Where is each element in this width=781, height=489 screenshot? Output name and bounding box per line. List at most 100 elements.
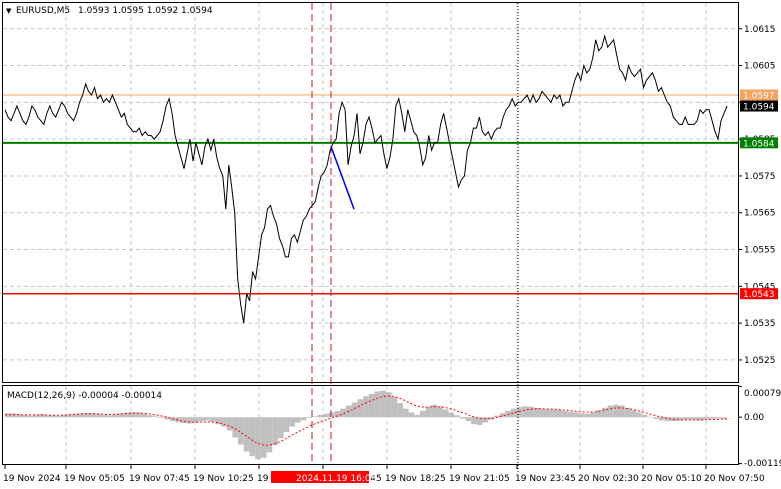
macd-bar (528, 406, 534, 418)
x-tick-label: 20 Nov 05:10 (641, 474, 702, 484)
price-line (4, 34, 728, 324)
macd-bar (317, 414, 324, 418)
macd-bar (516, 407, 523, 418)
macd-bar (590, 412, 597, 418)
macd-bar (459, 417, 466, 419)
macd-bar (550, 409, 557, 418)
macd-bar (306, 417, 312, 418)
macd-bar (368, 393, 375, 418)
macd-bar (687, 417, 693, 420)
macd-bar (135, 412, 142, 418)
macd-bar (641, 414, 648, 418)
macd-bar (698, 417, 705, 421)
macd-bar (67, 414, 74, 418)
macd-bar (113, 414, 119, 418)
macd-bar (664, 417, 671, 422)
macd-bar (255, 417, 261, 460)
price-axis: 1.06151.06051.05951.05851.05751.05651.05… (738, 25, 776, 366)
macd-bar (380, 390, 386, 418)
x-tick-label: 19 Nov 2024 (3, 474, 61, 484)
macd-bar (465, 417, 472, 422)
macd-bar (238, 417, 244, 445)
macd-bar (573, 412, 580, 418)
macd-bar (624, 407, 631, 418)
macd-bar (658, 417, 665, 421)
macd-bar (448, 412, 455, 418)
macd-bar (209, 417, 216, 422)
macd-histogram (5, 390, 727, 460)
x-tick-label: 20 Nov 02:30 (578, 474, 639, 484)
macd-bar (340, 408, 347, 418)
macd-bar (408, 412, 415, 418)
macd-bar (618, 405, 625, 418)
macd-bar (266, 417, 273, 453)
macd-bar (675, 417, 682, 421)
macd-bar (442, 409, 449, 418)
macd-bar (397, 403, 403, 418)
macd-bar (471, 417, 477, 425)
grid (3, 3, 738, 464)
macd-bar (596, 410, 602, 418)
macd-bar (39, 414, 45, 418)
current-price-badge: 1.0594 (740, 100, 778, 113)
macd-bar (294, 417, 301, 423)
macd-bar (493, 415, 500, 418)
y-tick-label: 1.0555 (744, 246, 776, 256)
macd-bar (556, 409, 563, 418)
dropdown-triangle-icon[interactable]: ▼ (6, 7, 12, 15)
macd-bar (141, 413, 148, 418)
y-tick-label: 1.0575 (744, 172, 776, 182)
y-tick-label: 1.0545 (744, 282, 776, 292)
macd-bar (73, 413, 79, 418)
macd-bar (226, 417, 233, 431)
macd-bar (437, 406, 443, 418)
crosshair-time-label: 2024.11.19 16:05 (296, 474, 376, 484)
svg-text:1.0597: 1.0597 (743, 91, 775, 101)
macd-bar (175, 417, 182, 423)
macd-bar (56, 416, 62, 418)
macd-bar (249, 417, 256, 457)
macd-bar (357, 399, 364, 418)
macd-bar (152, 416, 159, 418)
drawn-trendline[interactable] (330, 146, 355, 210)
macd-bar (84, 412, 91, 418)
x-tick-label: 19 Nov 21:05 (449, 474, 510, 484)
price-pane-frame (2, 2, 739, 383)
macd-bar (721, 417, 727, 419)
macd-bar (147, 415, 153, 418)
macd-bar (488, 417, 494, 420)
macd-bar (16, 414, 23, 418)
macd-bar (601, 407, 608, 418)
macd-bar (158, 417, 165, 418)
macd-bar (692, 417, 699, 420)
resistance-price-badge: 1.0597 (740, 89, 778, 101)
svg-text:1.0543: 1.0543 (743, 290, 775, 300)
macd-bar (277, 417, 284, 439)
macd-bar (95, 414, 102, 418)
macd-bar (164, 417, 170, 420)
macd-bar (681, 417, 688, 420)
macd-bar (482, 417, 489, 423)
macd-bar (186, 417, 193, 424)
macd-bar (510, 408, 517, 418)
macd-bar (636, 412, 642, 418)
macd-bar (198, 417, 204, 422)
macd-bar (283, 417, 290, 433)
ohlc-readout: 1.0593 1.0595 1.0592 1.0594 (78, 6, 213, 16)
macd-bar (124, 412, 131, 418)
macd-bar (431, 404, 438, 418)
x-tick-label: 19 Nov 05:05 (64, 474, 125, 484)
macd-bar (709, 417, 716, 419)
macd-bar (78, 413, 85, 418)
macd-bar (5, 413, 11, 418)
support-price-badge: 1.0584 (740, 137, 778, 149)
macd-bar (192, 417, 199, 423)
macd-bar (630, 410, 637, 418)
macd-bar (33, 414, 40, 418)
macd-bar (232, 417, 239, 438)
macd-bar (27, 415, 34, 418)
macd-tick-label: -0.00119 (744, 459, 781, 469)
macd-bar (118, 413, 125, 418)
macd-bar (323, 413, 330, 418)
